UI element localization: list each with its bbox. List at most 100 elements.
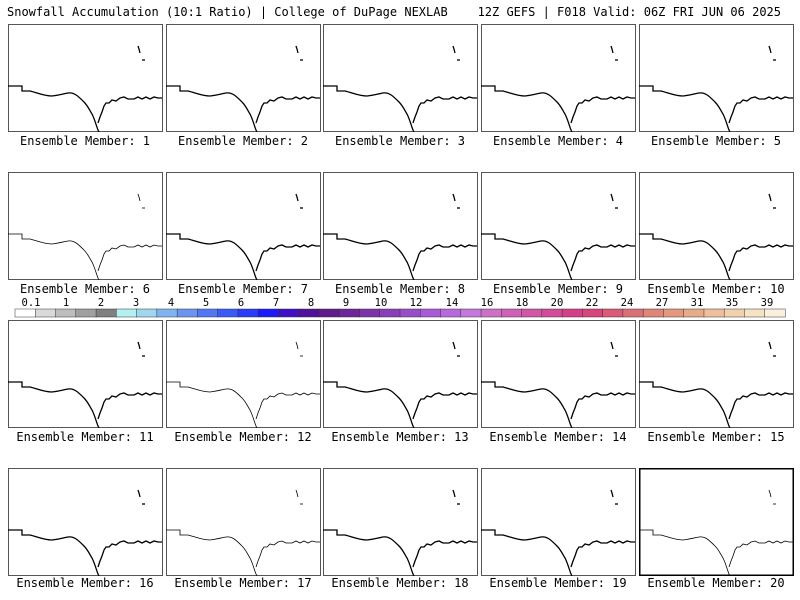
ensemble-member-label: Ensemble Member: 12 [174,430,312,444]
ensemble-member-label: Ensemble Member: 9 [492,282,624,296]
colorbar-swatch [744,308,766,318]
map-title: Snowfall Accumulation (10:1 Ratio) | Col… [7,5,448,19]
ensemble-panel-6 [8,172,163,280]
island [768,489,772,498]
colorbar-swatch [663,308,685,318]
ensemble-panel-20 [639,468,794,576]
island [768,45,772,54]
panel-frame [481,320,636,428]
island [452,489,456,498]
coastline [728,540,793,568]
colorbar-tick-label: 7 [272,297,280,309]
ensemble-panel-16 [8,468,163,576]
colorbar-tick-label: 10 [374,297,388,309]
colorbar-tick-label: 5 [202,297,210,309]
colorbar-swatch [480,308,502,318]
colorbar-swatch [420,308,442,318]
ensemble-member-label: Ensemble Member: 6 [19,282,151,296]
ensemble-member-label: Ensemble Member: 1 [19,134,151,148]
coastline [412,392,477,420]
colorbar-tick-label: 16 [480,297,494,309]
island [137,193,141,202]
panel-frame [323,172,478,280]
panel-frame [166,172,321,280]
panel-frame [481,172,636,280]
panel-frame [639,468,794,576]
colorbar-swatch [703,308,725,318]
island [137,45,141,54]
colorbar-swatch [298,308,320,318]
panel-frame [166,320,321,428]
colorbar-swatch [95,308,117,318]
panel-frame [639,24,794,132]
coastline [412,96,477,124]
island [610,45,614,54]
panel-map-17 [166,468,321,576]
coastline [728,392,793,420]
colorbar-tick-label: 27 [655,297,669,309]
panel-frame [8,320,163,428]
panel-frame [166,24,321,132]
colorbar-tick-label: 14 [445,297,459,309]
panel-map-3 [323,24,478,132]
coastline [255,540,320,568]
coastline [8,85,100,132]
panel-map-9 [481,172,636,280]
colorbar-tick-label: 1 [62,297,70,309]
colorbar-swatch [136,308,158,318]
ensemble-member-label: Ensemble Member: 19 [489,576,627,590]
ensemble-panel-14 [481,320,636,428]
colorbar-swatch [521,308,543,318]
panel-map-14 [481,320,636,428]
colorbar-swatch [318,308,340,318]
ensemble-member-label: Ensemble Member: 17 [174,576,312,590]
panel-map-20 [639,468,794,576]
coastline [639,529,731,576]
coastline [481,85,573,132]
ensemble-member-label: Ensemble Member: 15 [647,430,785,444]
ensemble-panel-4 [481,24,636,132]
coastline [570,540,635,568]
ensemble-member-label: Ensemble Member: 8 [334,282,466,296]
ensemble-panel-15 [639,320,794,428]
island [137,341,141,350]
coastline [255,96,320,124]
ensemble-panel-5 [639,24,794,132]
island [452,193,456,202]
coastline [166,529,258,576]
coastline [255,392,320,420]
panel-frame [639,320,794,428]
colorbar-tick-label: 12 [409,297,423,309]
coastline [481,233,573,280]
island [137,489,141,498]
snowfall-colorbar [14,308,786,318]
ensemble-panel-3 [323,24,478,132]
coastline [8,233,100,280]
island [610,341,614,350]
panel-map-4 [481,24,636,132]
panel-frame [481,24,636,132]
coastline [728,96,793,124]
coastline [166,381,258,428]
ensemble-panel-19 [481,468,636,576]
coastline [570,392,635,420]
panel-map-11 [8,320,163,428]
island [768,341,772,350]
colorbar-swatch [197,308,219,318]
coastline [323,233,415,280]
panel-map-15 [639,320,794,428]
ensemble-member-label: Ensemble Member: 16 [16,576,154,590]
panel-frame [8,172,163,280]
coastline [481,381,573,428]
colorbar-swatch [683,308,705,318]
panel-frame [166,468,321,576]
panel-map-10 [639,172,794,280]
island [295,193,299,202]
colorbar-swatch [237,308,259,318]
colorbar-tick-label: 24 [620,297,634,309]
ensemble-panel-11 [8,320,163,428]
coastline [481,529,573,576]
island [452,341,456,350]
coastline [323,85,415,132]
coastline [728,244,793,272]
